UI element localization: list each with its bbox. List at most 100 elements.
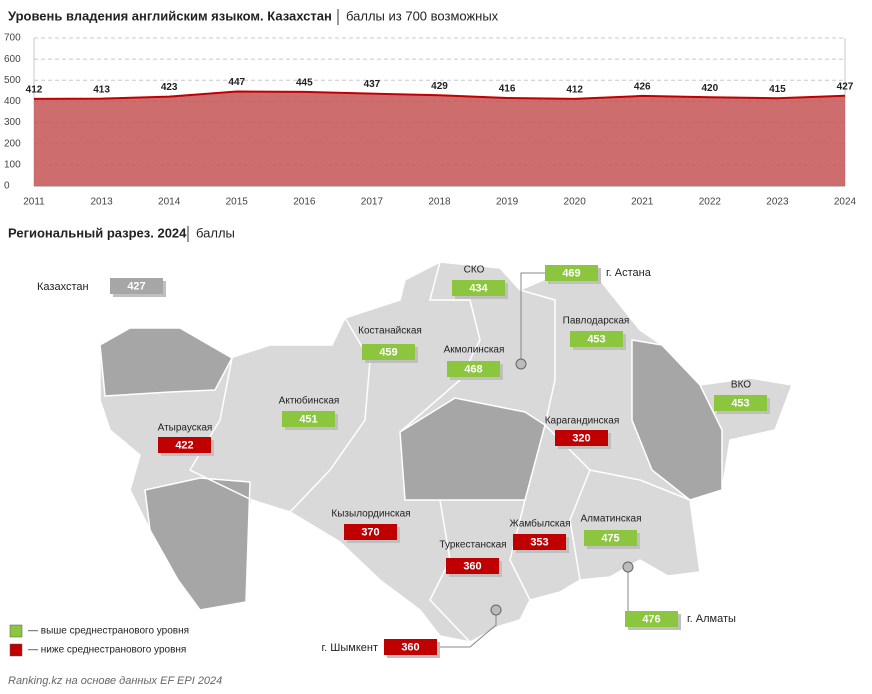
y-tick-label: 100 — [4, 159, 21, 170]
region-shape — [631, 339, 723, 501]
value-box — [570, 331, 623, 347]
x-tick-label: 2011 — [23, 197, 45, 208]
x-tick-label: 2019 — [496, 197, 519, 208]
region-border — [569, 469, 591, 581]
value-text: 468 — [464, 363, 482, 375]
national-name: Казахстан — [37, 281, 89, 293]
value-text: 360 — [401, 641, 419, 653]
x-tick-label: 2013 — [90, 197, 113, 208]
value-box — [584, 530, 637, 546]
region-border — [509, 499, 531, 601]
area — [34, 91, 845, 186]
region-name: Кызылординская — [331, 509, 410, 520]
y-tick-label: 200 — [4, 138, 21, 149]
chart-title: Уровень владения английским языком. Каза… — [8, 8, 332, 23]
region-border — [289, 317, 371, 513]
region-name: Карагандинская — [545, 416, 620, 427]
value-box — [158, 437, 211, 453]
legend-swatch — [9, 624, 23, 638]
region-name: Жамбылская — [510, 518, 571, 530]
region-name: г. Астана — [606, 267, 652, 279]
region-shape — [99, 327, 234, 397]
leader — [520, 272, 545, 362]
region-name: ВКО — [731, 380, 751, 391]
city-marker — [622, 561, 634, 573]
value-label: 445 — [296, 78, 313, 89]
value-box — [452, 280, 505, 296]
x-tick-label: 2022 — [699, 197, 722, 208]
value-text: 427 — [127, 280, 145, 292]
value-label: 420 — [701, 83, 718, 94]
region-name: СКО — [464, 265, 485, 276]
value-text: 353 — [530, 536, 548, 548]
value-text: 453 — [587, 333, 605, 345]
value-label: 447 — [228, 77, 245, 88]
x-tick-label: 2021 — [631, 197, 654, 208]
value-text: 320 — [572, 432, 590, 444]
y-tick-label: 500 — [4, 75, 21, 86]
value-text: 422 — [175, 439, 193, 451]
value-box — [513, 534, 566, 550]
value-text: 370 — [361, 526, 379, 538]
value-text: 451 — [299, 413, 317, 425]
line — [33, 90, 846, 100]
source: Ranking.kz на основе данных EF EPI 2024 — [8, 675, 222, 687]
value-box — [282, 411, 335, 427]
y-tick-label: 700 — [4, 33, 21, 44]
value-box — [545, 265, 598, 281]
region-name: Актюбинская — [279, 395, 340, 407]
value-text: 434 — [469, 282, 488, 294]
value-box — [344, 524, 397, 540]
value-box — [447, 361, 500, 377]
y-tick-label: 0 — [4, 181, 10, 192]
y-tick-label: 600 — [4, 54, 21, 65]
region-name: Атырауская — [158, 423, 213, 434]
region-border — [429, 499, 471, 643]
value-label: 412 — [566, 85, 583, 96]
value-box — [625, 611, 678, 627]
value-text: 476 — [642, 613, 660, 625]
legend-label: — выше среднестранового уровня — [28, 626, 189, 637]
x-tick-label: 2024 — [834, 197, 857, 208]
map-subtitle: баллы — [196, 225, 235, 240]
leader — [438, 610, 497, 648]
city-marker — [515, 358, 527, 370]
region-name: г. Шымкент — [322, 642, 379, 654]
value-box — [384, 639, 437, 655]
x-tick-label: 2014 — [158, 197, 181, 208]
y-tick-label: 400 — [4, 96, 21, 107]
value-label: 426 — [634, 82, 651, 93]
region-shape — [144, 477, 251, 611]
x-tick-label: 2020 — [564, 197, 587, 208]
region-border — [519, 289, 691, 501]
region-name: г. Алматы — [687, 613, 736, 625]
legend-swatch — [9, 643, 23, 657]
region-name: Акмолинская — [444, 345, 505, 356]
legend-label: — ниже среднестранового уровня — [28, 645, 186, 656]
value-box — [714, 395, 767, 411]
value-text: 469 — [562, 267, 580, 279]
x-tick-label: 2015 — [226, 197, 249, 208]
map-title: Региональный разрез. 2024 — [8, 225, 187, 240]
map: СКО 434 г. Астана 469 Павлодарская 453 Костана… — [99, 261, 794, 658]
value-text: 475 — [601, 532, 619, 544]
x-tick-label: 2017 — [361, 197, 384, 208]
value-label: 415 — [769, 84, 786, 95]
value-box — [555, 430, 608, 446]
region-name: Туркестанская — [439, 540, 506, 551]
chart-subtitle: баллы из 700 возможных — [346, 8, 499, 23]
value-label: 437 — [364, 79, 381, 90]
x-tick-label: 2018 — [428, 197, 451, 208]
value-label: 416 — [499, 84, 516, 95]
value-label: 429 — [431, 81, 448, 92]
value-text: 453 — [731, 397, 749, 409]
region-name: Алматинская — [581, 514, 642, 525]
value-label: 412 — [26, 85, 43, 96]
value-text: 360 — [463, 560, 481, 572]
value-box — [110, 278, 163, 294]
value-box — [362, 344, 415, 360]
city-marker — [490, 604, 502, 616]
region-name: Костанайская — [358, 326, 422, 337]
x-tick-label: 2023 — [766, 197, 789, 208]
